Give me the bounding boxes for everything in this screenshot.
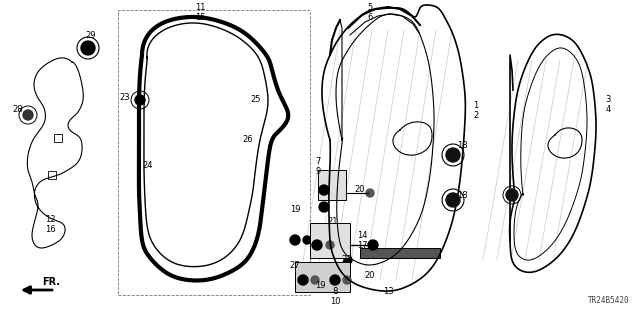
Text: 1: 1 (474, 100, 479, 109)
Circle shape (319, 185, 329, 195)
Circle shape (368, 240, 378, 250)
Text: 4: 4 (605, 106, 611, 115)
Circle shape (446, 148, 460, 162)
Circle shape (446, 193, 460, 207)
Bar (118, 10, 310, 295)
Circle shape (303, 236, 311, 244)
Text: 5: 5 (367, 4, 372, 12)
Text: 8: 8 (332, 287, 338, 296)
Text: 22: 22 (342, 256, 352, 264)
Bar (48, 171, 56, 179)
Circle shape (312, 240, 322, 250)
Bar (318, 170, 346, 200)
Text: 24: 24 (143, 160, 153, 169)
Text: 3: 3 (605, 95, 611, 105)
Text: 23: 23 (120, 93, 131, 102)
Text: 6: 6 (367, 13, 372, 23)
Circle shape (81, 41, 95, 55)
Text: FR.: FR. (42, 277, 60, 287)
Text: 12: 12 (45, 216, 55, 225)
Circle shape (311, 276, 319, 284)
Text: 27: 27 (290, 261, 300, 270)
Circle shape (344, 256, 352, 264)
Circle shape (330, 275, 340, 285)
Text: 9: 9 (316, 167, 321, 176)
Circle shape (343, 276, 351, 284)
Circle shape (326, 241, 334, 249)
Bar (360, 248, 440, 258)
Text: 26: 26 (243, 136, 253, 145)
Bar (295, 262, 350, 292)
Bar (54, 134, 62, 142)
Circle shape (366, 189, 374, 197)
Text: 17: 17 (356, 241, 367, 249)
Circle shape (135, 95, 145, 105)
Text: 29: 29 (86, 31, 96, 40)
Text: 13: 13 (383, 287, 394, 296)
Text: 2: 2 (474, 110, 479, 120)
Circle shape (298, 275, 308, 285)
Text: 20: 20 (355, 186, 365, 195)
Circle shape (290, 235, 300, 245)
Text: 21: 21 (328, 218, 339, 226)
Text: 14: 14 (356, 231, 367, 240)
Text: 18: 18 (457, 190, 467, 199)
Text: 10: 10 (330, 298, 340, 307)
Text: 19: 19 (290, 205, 300, 214)
Text: 28: 28 (13, 106, 23, 115)
Circle shape (506, 189, 518, 201)
Bar (310, 223, 350, 258)
Circle shape (319, 202, 329, 212)
Text: 11: 11 (195, 4, 205, 12)
Text: 19: 19 (315, 280, 325, 290)
Text: 7: 7 (316, 158, 321, 167)
Circle shape (23, 110, 33, 120)
Text: TR24B5420: TR24B5420 (588, 296, 630, 305)
Text: 18: 18 (457, 140, 467, 150)
Text: 20: 20 (365, 271, 375, 279)
Text: 25: 25 (251, 95, 261, 105)
Text: 16: 16 (45, 226, 55, 234)
Text: 15: 15 (195, 13, 205, 23)
